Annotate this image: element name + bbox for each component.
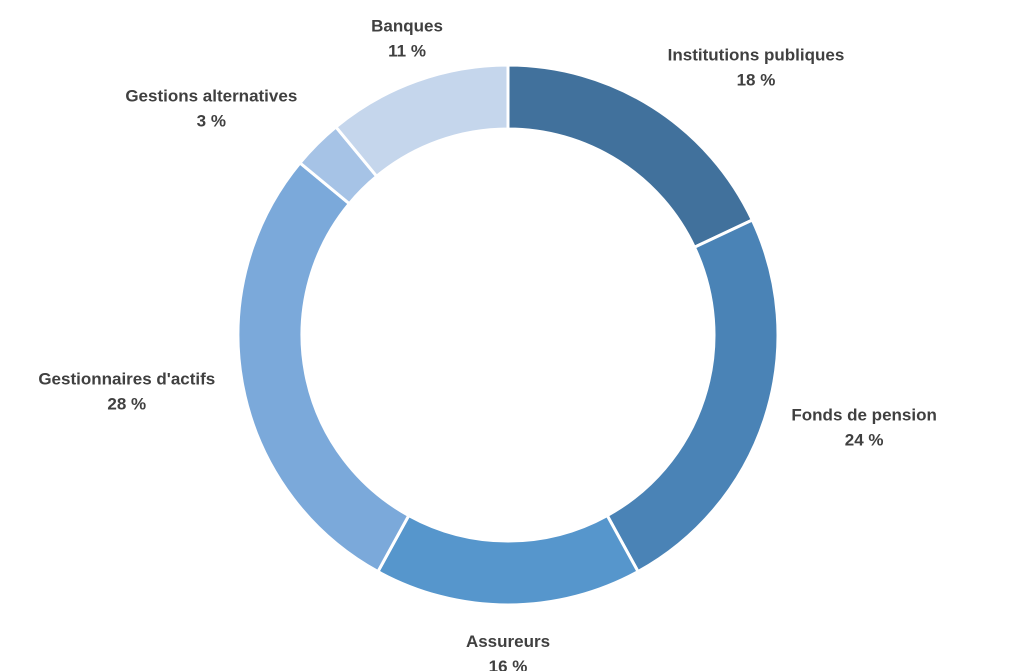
slice-label-gestions-alternatives: Gestions alternatives 3 % bbox=[125, 86, 297, 130]
slice-label-banques: Banques 11 % bbox=[371, 17, 443, 61]
slice-label-assureurs: Assureurs 16 % bbox=[466, 632, 550, 671]
donut-slice-gestionnaires-d-actifs bbox=[236, 160, 411, 574]
slice-value: 11 % bbox=[388, 42, 426, 61]
slice-value: 28 % bbox=[107, 394, 146, 413]
slice-value: 18 % bbox=[737, 70, 776, 89]
slice-name: Gestions alternatives bbox=[125, 86, 297, 105]
donut-slice-banques bbox=[333, 63, 510, 179]
slice-name: Fonds de pension bbox=[791, 406, 936, 425]
slice-name: Banques bbox=[371, 17, 443, 36]
slice-label-fonds-de-pension: Fonds de pension 24 % bbox=[791, 406, 936, 450]
donut-slices bbox=[236, 63, 780, 607]
donut-slice-fonds-de-pension bbox=[605, 218, 780, 574]
slice-name: Gestionnaires d'actifs bbox=[38, 369, 215, 388]
slice-value: 24 % bbox=[845, 431, 884, 450]
slice-name: Institutions publiques bbox=[668, 45, 845, 64]
donut-slice-institutions-publiques bbox=[506, 63, 755, 250]
slice-label-institutions-publiques: Institutions publiques 18 % bbox=[668, 45, 845, 89]
slice-labels: Institutions publiques 18 % Fonds de pensi… bbox=[38, 17, 937, 671]
slice-value: 16 % bbox=[489, 657, 528, 671]
slice-name: Assureurs bbox=[466, 632, 550, 651]
slice-value: 3 % bbox=[197, 111, 226, 130]
slice-label-gestionnaires-d-actifs: Gestionnaires d'actifs 28 % bbox=[38, 369, 215, 413]
donut-slice-assureurs bbox=[375, 513, 641, 607]
